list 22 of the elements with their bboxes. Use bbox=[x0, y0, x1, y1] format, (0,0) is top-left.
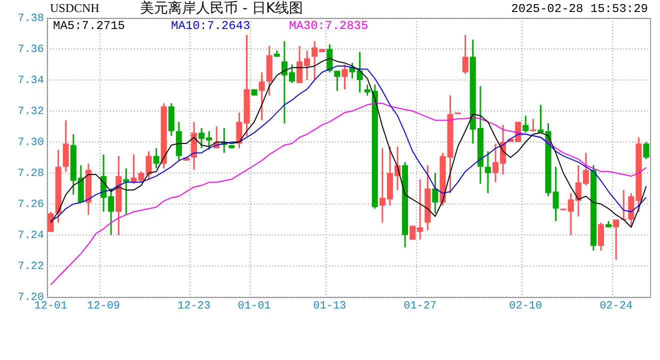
y-tick-label: 7.32 bbox=[18, 106, 44, 118]
y-tick-label: 7.30 bbox=[18, 136, 44, 149]
x-tick-label: 02-24 bbox=[600, 300, 633, 313]
x-tick-label: 12-23 bbox=[177, 300, 210, 313]
x-tick-label: 01-01 bbox=[238, 300, 272, 313]
y-tick-label: 7.28 bbox=[18, 168, 44, 180]
x-tick-label: 01-27 bbox=[404, 300, 437, 313]
y-tick-label: 7.22 bbox=[18, 260, 44, 273]
x-tick-label: 01-13 bbox=[313, 300, 346, 313]
chart-title: 美元离岸人民币 - 日K线图 bbox=[140, 0, 304, 17]
text: 2025-02-28 15:53:29 bbox=[511, 2, 648, 16]
text: MA30:7.2835 bbox=[289, 19, 368, 34]
x-tick-label: 12-09 bbox=[87, 300, 120, 313]
y-tick-label: 7.34 bbox=[18, 74, 44, 87]
y-tick-label: 7.26 bbox=[18, 198, 44, 211]
x-tick-label: 02-10 bbox=[509, 300, 542, 313]
y-tick-label: 7.38 bbox=[18, 12, 44, 25]
text: MA5:7.2715 bbox=[53, 19, 126, 34]
text: MA10:7.2643 bbox=[171, 19, 250, 34]
chart-subtitle: USDCNH bbox=[50, 1, 100, 16]
y-tick-label: 7.24 bbox=[18, 230, 44, 242]
y-tick-label: 7.36 bbox=[18, 44, 44, 56]
